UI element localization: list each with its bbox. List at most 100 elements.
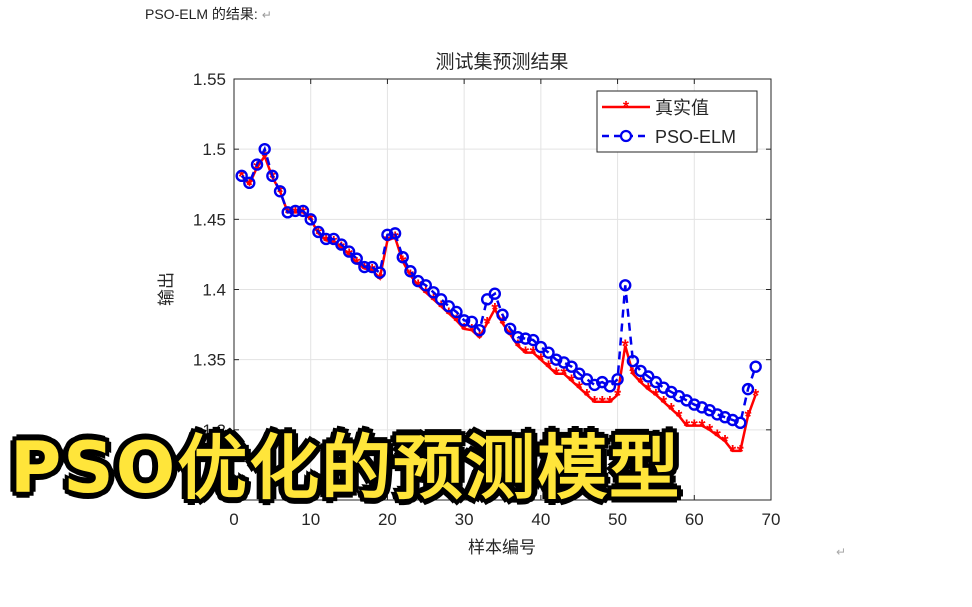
real-marker-icon: * bbox=[507, 325, 514, 345]
pred-marker-icon bbox=[603, 380, 617, 393]
x-tick-label: 70 bbox=[762, 510, 781, 529]
x-tick-label: 30 bbox=[455, 510, 474, 529]
pred-marker-icon bbox=[695, 401, 709, 414]
chart-title: 测试集预测结果 bbox=[435, 51, 568, 73]
x-axis-label: 样本编号 bbox=[468, 538, 536, 558]
pred-marker-icon bbox=[289, 204, 302, 218]
y-axis-label: 输出 bbox=[157, 272, 177, 306]
real-marker-icon: * bbox=[522, 344, 529, 364]
pred-marker-icon bbox=[273, 185, 287, 198]
pred-marker-icon bbox=[642, 370, 655, 383]
real-marker-icon: * bbox=[645, 380, 652, 400]
pred-marker-icon bbox=[381, 228, 394, 241]
real-marker-icon: * bbox=[714, 426, 721, 446]
real-marker-icon: * bbox=[683, 417, 690, 437]
real-marker-icon: * bbox=[300, 203, 307, 223]
legend-pred-marker-icon bbox=[619, 129, 633, 143]
pred-marker-icon bbox=[365, 260, 379, 274]
real-marker-icon: * bbox=[606, 393, 613, 413]
pred-marker-icon bbox=[734, 416, 747, 430]
pred-marker-icon bbox=[266, 169, 279, 183]
real-marker-icon: * bbox=[675, 407, 682, 427]
legend-real-marker-icon: * bbox=[623, 99, 630, 116]
data-series: * ****** * * ** * * * * * * * ** *** * * * * * * * * ****** * * *… bbox=[235, 142, 762, 462]
return-mark-icon: ↵ bbox=[261, 8, 272, 22]
pred-marker-icon bbox=[565, 360, 578, 373]
real-marker-icon: * bbox=[453, 311, 460, 331]
real-marker-icon: * bbox=[430, 290, 437, 310]
real-marker-icon: * bbox=[729, 442, 736, 462]
pred-marker-icon bbox=[304, 213, 317, 226]
pred-marker-icon bbox=[250, 158, 264, 171]
real-marker-icon: * bbox=[622, 337, 629, 357]
pred-marker-icon bbox=[258, 142, 271, 156]
axis-ticks: 0 10 20 30 40 50 60 70 1.3 1.35 1.4 1.45 1.5 1.55 bbox=[193, 70, 781, 529]
series-pred-line bbox=[240, 145, 757, 425]
pred-marker-icon bbox=[634, 364, 647, 378]
x-tick-label: 50 bbox=[608, 510, 627, 529]
real-marker-icon: * bbox=[583, 386, 590, 406]
pred-marker-icon bbox=[350, 252, 363, 265]
real-marker-icon: * bbox=[438, 297, 445, 317]
pred-marker-icon bbox=[503, 322, 517, 335]
real-marker-icon: * bbox=[461, 320, 468, 340]
real-marker-icon: * bbox=[553, 365, 560, 385]
real-marker-icon: * bbox=[698, 417, 705, 437]
real-marker-icon: * bbox=[721, 432, 728, 452]
pred-marker-icon bbox=[573, 367, 586, 380]
real-marker-icon: * bbox=[629, 365, 636, 385]
pred-marker-icon bbox=[465, 315, 479, 328]
real-marker-icon: * bbox=[376, 269, 383, 289]
pred-marker-icon bbox=[649, 375, 663, 389]
pred-marker-icon bbox=[243, 176, 256, 190]
x-tick-label: 10 bbox=[301, 510, 320, 529]
real-marker-icon: * bbox=[614, 386, 621, 406]
real-marker-icon: * bbox=[499, 314, 506, 334]
overlay-caption: PSO优化的预测模型 bbox=[8, 427, 682, 510]
real-marker-icon: * bbox=[468, 321, 475, 341]
real-marker-icon: * bbox=[384, 231, 391, 251]
pred-marker-icon bbox=[511, 331, 525, 344]
real-marker-icon: * bbox=[277, 182, 284, 202]
real-marker-icon: * bbox=[445, 304, 452, 324]
pred-marker-icon bbox=[711, 408, 724, 421]
x-tick-label: 0 bbox=[229, 510, 238, 529]
pred-marker-icon bbox=[281, 206, 294, 219]
pred-marker-icon bbox=[358, 260, 371, 274]
y-tick-label: 1.55 bbox=[193, 70, 226, 89]
pred-marker-icon bbox=[526, 333, 540, 347]
real-marker-icon: * bbox=[261, 147, 268, 167]
real-marker-icon: * bbox=[560, 365, 567, 385]
pred-marker-icon bbox=[688, 398, 701, 411]
real-marker-icon: * bbox=[691, 417, 698, 437]
pred-marker-icon bbox=[434, 293, 448, 306]
pred-marker-icon bbox=[335, 238, 348, 251]
real-marker-icon: * bbox=[422, 283, 429, 303]
x-tick-label: 40 bbox=[531, 510, 550, 529]
pred-marker-icon bbox=[296, 204, 310, 218]
real-marker-icon: * bbox=[668, 400, 675, 420]
pred-marker-icon bbox=[319, 232, 333, 246]
pred-marker-icon bbox=[550, 353, 563, 366]
pred-marker-icon bbox=[473, 323, 486, 337]
real-marker-icon: * bbox=[537, 351, 544, 371]
real-marker-icon: * bbox=[737, 442, 744, 462]
real-marker-icon: * bbox=[491, 300, 498, 320]
real-marker-icon: * bbox=[530, 344, 537, 364]
pred-marker-icon bbox=[626, 354, 640, 368]
real-marker-icon: * bbox=[660, 393, 667, 413]
return-mark-icon: ↵ bbox=[836, 545, 847, 559]
real-marker-icon: * bbox=[323, 231, 330, 251]
legend-pred-label: PSO-ELM bbox=[655, 127, 736, 147]
real-marker-icon: * bbox=[484, 314, 491, 334]
pred-marker-icon bbox=[588, 378, 601, 392]
real-marker-icon: * bbox=[744, 407, 751, 427]
legend-real-label: 真实值 bbox=[655, 98, 709, 119]
real-marker-icon: * bbox=[752, 386, 759, 406]
document-heading: PSO-ELM 的结果: ↵ bbox=[145, 4, 272, 24]
real-marker-icon: * bbox=[292, 203, 299, 223]
pred-marker-icon bbox=[534, 340, 548, 354]
real-marker-icon: * bbox=[576, 379, 583, 399]
legend-box bbox=[596, 90, 758, 153]
